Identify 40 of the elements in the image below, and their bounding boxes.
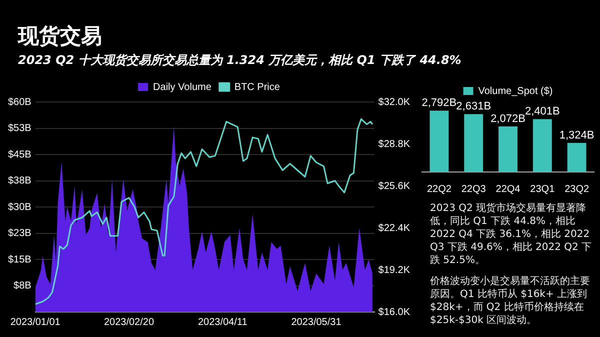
y-tick-label: $38B [8,176,32,186]
y-tick-label: $60B [8,96,32,108]
y-tick-label: $30B [8,202,32,213]
bar [430,110,449,172]
x-tick-label: 2023/02/20 [104,316,154,328]
y-tick-label: $45B [8,149,32,160]
legend-label: Volume_Spot ($) [478,86,553,97]
bar [567,142,586,172]
legend-label: Daily Volume [153,82,212,93]
y2-tick-label: $32.0K [378,96,410,108]
y2-tick-label: $22.4K [378,222,410,234]
chart-subtitle: 2023 Q2 十大现货交易所交易总量为 1.324 万亿美元，相比 Q1 下跌了 44.8% [18,52,462,69]
legend-label: BTC Price [234,82,280,93]
x-tick-label: 23Q1 [530,184,556,195]
y-tick-label: $53B [8,123,32,134]
x-tick-label: 2023/04/11 [198,316,248,328]
data-label: 2,072B [490,112,526,125]
x-tick-label: 2023/05/31 [291,316,342,328]
x-tick-label: 22Q2 [426,184,452,195]
chart-title: 现货交易 [18,23,102,50]
data-label: 2,792B [422,97,457,110]
x-tick-label: 2023/01/01 [10,316,61,328]
text: 2023 Q2 现货市场交易量有显著降低，同比 Q1 下跌 44.8%，相比 2022 Q4 下跌 36.1%，相比 2022 Q3 下跌 49.6%，相比 2022 Q2 下跌 52.5%。 [430,202,593,267]
bar [498,126,518,172]
x-tick-label: 23Q2 [564,184,590,195]
data-label: 2,401B [524,106,560,118]
y2-tick-label: $16.0K [378,306,410,318]
data-label: 1,324B [559,129,594,142]
y2-tick-label: $28.8K [378,138,410,150]
y-tick-label: $23B [8,228,32,239]
data-label: 2,631B [456,100,492,113]
bar [532,119,552,172]
y-tick-label: $8B [14,280,32,292]
y-tick-label: $15B [8,254,32,266]
text: 价格波动变小是交易量不活跃的主要原因。Q1 比特币从 $16k+ 上涨到 $28k+，而 Q2 比特币价格持续在 $25k-$30k 区间波动。 [430,275,591,327]
bar [464,114,484,172]
y2-tick-label: $25.6K [378,180,410,192]
x-tick-label: 22Q4 [496,184,521,195]
y2-tick-label: $19.2K [378,264,410,276]
x-tick-label: 22Q3 [461,184,486,195]
